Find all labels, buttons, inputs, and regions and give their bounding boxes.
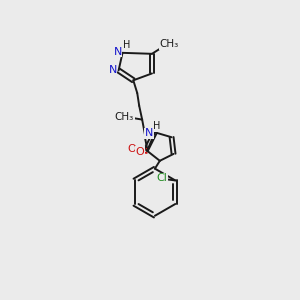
Text: H: H: [123, 40, 130, 50]
Text: CH₃: CH₃: [115, 112, 134, 122]
Text: N: N: [145, 128, 153, 138]
Text: N: N: [113, 47, 122, 57]
Text: H: H: [153, 122, 161, 131]
Text: O: O: [127, 144, 136, 154]
Text: N: N: [109, 65, 117, 76]
Text: O: O: [136, 147, 145, 157]
Text: CH₃: CH₃: [159, 39, 178, 49]
Text: Cl: Cl: [156, 173, 167, 184]
